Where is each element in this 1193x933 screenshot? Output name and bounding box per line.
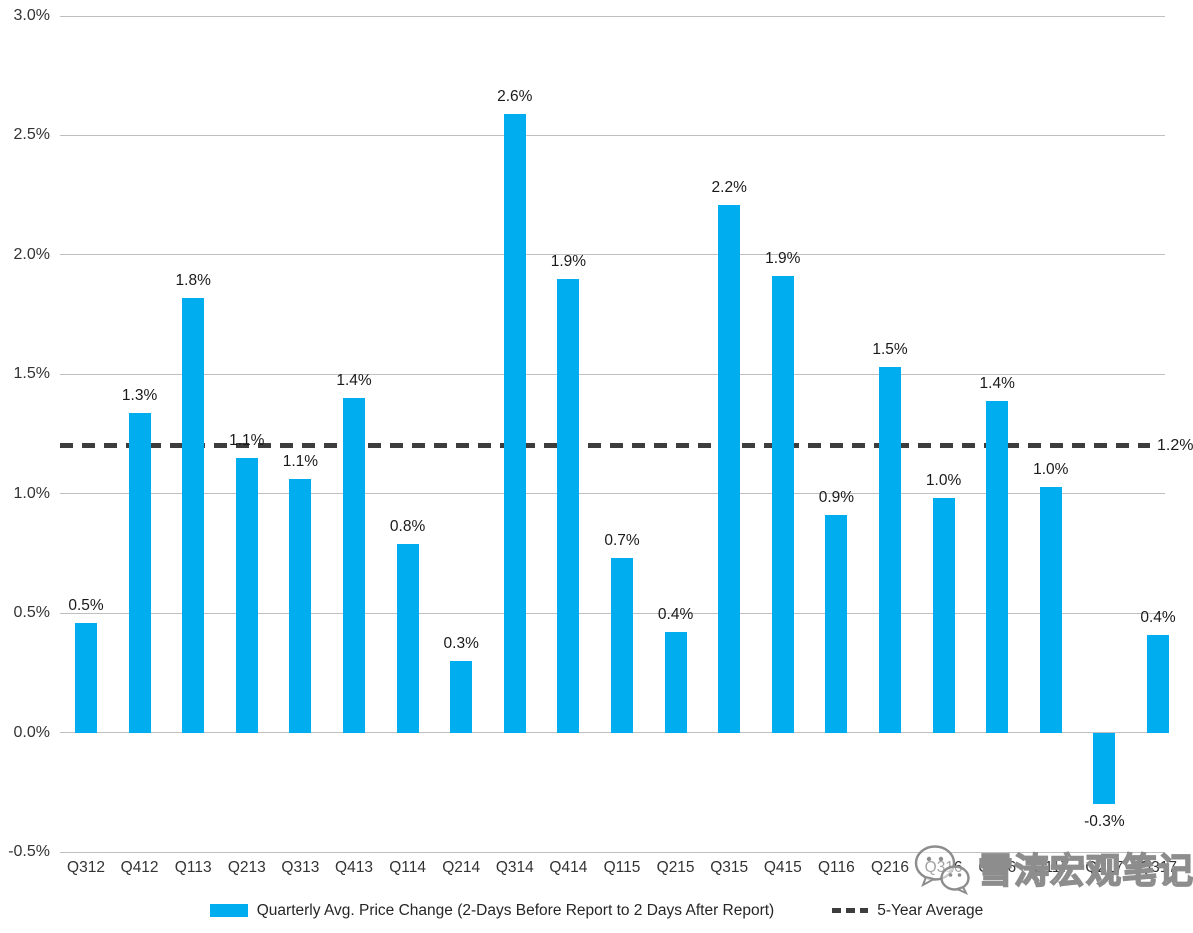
x-axis-tick-Q416: Q416 (978, 859, 1017, 876)
x-axis-tick-Q314: Q314 (495, 859, 534, 876)
bar-value-label-Q312: 0.5% (68, 596, 104, 614)
x-axis-tick-Q216: Q216 (871, 859, 909, 876)
bar-value-label-Q214: 0.3% (443, 634, 479, 652)
bar-value-label-Q313: 1.1% (282, 453, 319, 471)
bar-value-label-Q113: 1.8% (175, 271, 211, 289)
bar-Q217 (1093, 732, 1116, 805)
bar-Q115 (611, 558, 633, 733)
bar-Q317 (1147, 634, 1169, 733)
bar-value-label-Q215: 0.4% (657, 606, 694, 624)
x-axis-tick-Q113: Q113 (174, 859, 212, 876)
gridline--0.5% (60, 851, 1165, 853)
bar-Q316 (932, 498, 955, 733)
gridline-0.0% (60, 732, 1165, 734)
bar-value-label-Q114: 0.8% (389, 517, 426, 535)
x-axis-tick-Q316: Q316 (924, 859, 963, 876)
bar-value-label-Q317: 0.4% (1140, 608, 1176, 626)
y-axis-tick-2.5%: 2.5% (13, 126, 50, 144)
bar-Q412 (128, 412, 151, 733)
bar-Q314 (503, 113, 526, 733)
gridline-1.5% (60, 373, 1165, 375)
y-axis-tick-1.0%: 1.0% (13, 484, 50, 502)
bar-value-label-Q314: 2.6% (497, 87, 533, 105)
bar-value-label-Q316: 1.0% (925, 472, 962, 490)
x-axis-tick-Q414: Q414 (549, 859, 588, 876)
x-axis-tick-Q317: Q317 (1139, 859, 1177, 876)
x-axis-tick-Q312: Q312 (67, 859, 105, 876)
dash-swatch-icon (832, 908, 869, 913)
y-axis-tick-3.0%: 3.0% (13, 7, 50, 24)
gridline-2.5% (60, 134, 1165, 136)
legend-item-series: Quarterly Avg. Price Change (2-Days Befo… (209, 901, 775, 920)
bar-value-label-Q217: -0.3% (1084, 813, 1125, 831)
x-axis-tick-Q117: Q117 (1032, 859, 1070, 876)
bar-Q413 (343, 398, 365, 733)
x-axis-tick-Q215: Q215 (656, 859, 695, 876)
legend-average-label: 5-Year Average (877, 902, 984, 919)
y-axis-tick-2.0%: 2.0% (13, 245, 50, 263)
bar-value-label-Q416: 1.4% (979, 374, 1015, 392)
bar-value-label-Q414: 1.9% (550, 252, 587, 270)
x-axis-tick-Q412: Q412 (120, 859, 159, 876)
bar-Q312 (75, 622, 97, 733)
bar-Q414 (557, 278, 580, 733)
bar-value-label-Q413: 1.4% (336, 372, 372, 390)
bar-Q416 (986, 400, 1009, 733)
chart-legend: Quarterly Avg. Price Change (2-Days Befo… (0, 901, 1193, 920)
bar-value-label-Q213: 1.1% (229, 431, 265, 449)
five-year-average-line (60, 443, 1150, 449)
legend-item-average: 5-Year Average (832, 901, 983, 920)
x-axis-tick-Q114: Q114 (389, 859, 426, 876)
x-axis-tick-Q217: Q217 (1085, 859, 1124, 876)
y-axis-tick-1.5%: 1.5% (13, 365, 50, 383)
bar-Q214 (450, 660, 473, 733)
bar-Q113 (182, 297, 205, 733)
gridline-1.0% (60, 493, 1165, 495)
x-axis-tick-Q415: Q415 (763, 859, 802, 876)
bar-Q215 (664, 632, 687, 733)
bar-value-label-Q117: 1.0% (1033, 460, 1069, 478)
bar-Q313 (289, 479, 312, 733)
x-axis-tick-Q315: Q315 (710, 859, 749, 876)
bar-Q117 (1039, 486, 1062, 733)
bar-value-label-Q415: 1.9% (765, 250, 801, 268)
legend-series-label: Quarterly Avg. Price Change (2-Days Befo… (256, 902, 775, 919)
bar-value-label-Q115: 0.7% (604, 532, 640, 550)
x-axis-tick-Q213: Q213 (227, 859, 266, 876)
x-axis-tick-Q313: Q313 (281, 859, 320, 876)
bar-value-label-Q216: 1.5% (872, 341, 908, 359)
bar-Q114 (396, 543, 419, 733)
bar-Q415 (771, 276, 794, 733)
x-axis-tick-Q214: Q214 (442, 859, 481, 876)
bar-value-label-Q315: 2.2% (711, 178, 747, 196)
five-year-average-value: 1.2% (1157, 436, 1193, 454)
bar-swatch-icon (209, 904, 248, 917)
gridline-2.0% (60, 254, 1165, 256)
bar-value-label-Q116: 0.9% (818, 489, 855, 507)
bar-Q213 (235, 457, 258, 733)
y-axis-tick-0.0%: 0.0% (13, 723, 50, 741)
x-axis-tick-Q116: Q116 (818, 859, 855, 876)
bar-Q116 (825, 515, 848, 733)
bar-Q216 (879, 367, 901, 733)
x-axis-tick-Q413: Q413 (335, 859, 373, 876)
x-axis-tick-Q115: Q115 (603, 859, 641, 876)
bar-value-label-Q412: 1.3% (121, 386, 158, 404)
y-axis-tick--0.5%: -0.5% (8, 843, 50, 860)
bar-Q315 (718, 204, 741, 733)
gridline-3.0% (60, 15, 1165, 17)
y-axis-tick-0.5%: 0.5% (13, 604, 50, 622)
